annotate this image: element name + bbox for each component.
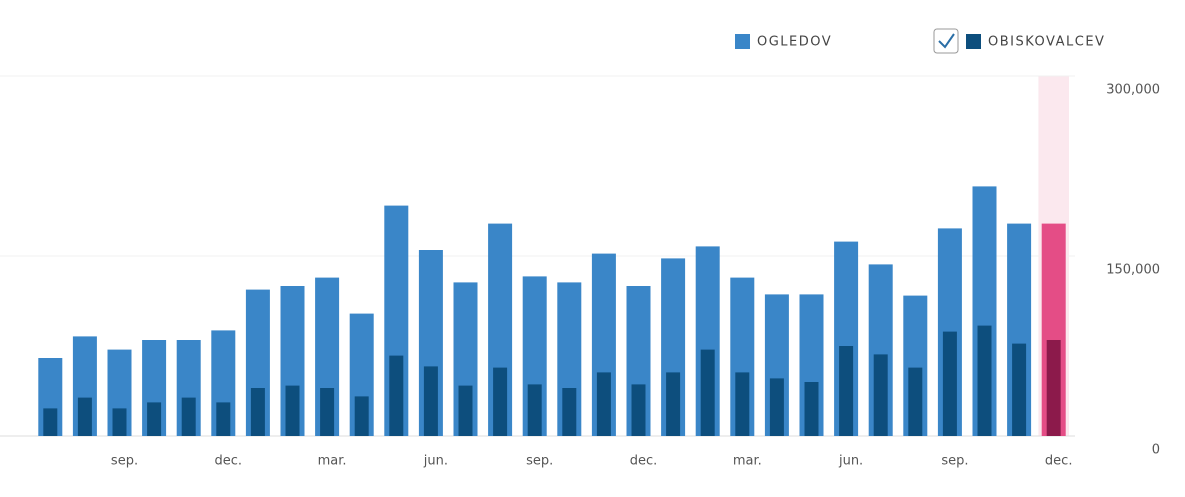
y-tick-label: 300,000 bbox=[1106, 83, 1160, 98]
bar bbox=[631, 384, 646, 436]
x-tick-label: jun. bbox=[838, 454, 863, 469]
bar bbox=[147, 402, 162, 436]
x-tick-label: jun. bbox=[423, 454, 448, 469]
bar bbox=[700, 349, 715, 436]
bar bbox=[942, 331, 957, 436]
bar bbox=[181, 397, 196, 436]
checkbox[interactable] bbox=[933, 28, 959, 54]
bar bbox=[839, 346, 854, 436]
bar bbox=[77, 397, 92, 436]
bar bbox=[493, 367, 508, 436]
bar bbox=[908, 367, 923, 436]
bar bbox=[804, 382, 819, 436]
x-tick-label: sep. bbox=[111, 454, 138, 469]
x-tick-label: sep. bbox=[941, 454, 968, 469]
legend-swatch bbox=[966, 34, 981, 49]
legend-label: OGLEDOV bbox=[757, 35, 832, 50]
bar bbox=[735, 372, 750, 436]
x-tick-label: dec. bbox=[1045, 454, 1073, 469]
bar bbox=[423, 366, 438, 436]
bar bbox=[873, 354, 888, 436]
y-tick-label: 0 bbox=[1152, 443, 1160, 458]
bar bbox=[389, 355, 404, 436]
bar bbox=[216, 402, 231, 436]
y-tick-label: 150,000 bbox=[1106, 263, 1160, 278]
x-tick-label: sep. bbox=[526, 454, 553, 469]
bar bbox=[666, 372, 681, 436]
bar bbox=[1012, 343, 1027, 436]
bar bbox=[977, 325, 992, 436]
bar bbox=[285, 385, 300, 436]
bar bbox=[43, 408, 58, 436]
bar bbox=[112, 408, 127, 436]
x-tick-label: dec. bbox=[630, 454, 658, 469]
legend-label: OBISKOVALCEV bbox=[988, 35, 1105, 50]
bar bbox=[1046, 340, 1061, 436]
bar bbox=[596, 372, 611, 436]
x-tick-label: mar. bbox=[318, 454, 347, 469]
bar bbox=[320, 388, 335, 436]
bar bbox=[354, 396, 369, 436]
legend-swatch bbox=[735, 34, 750, 49]
bar bbox=[527, 384, 542, 436]
x-tick-label: mar. bbox=[733, 454, 762, 469]
bar bbox=[250, 388, 265, 436]
bar bbox=[769, 378, 784, 436]
checkmark bbox=[938, 33, 955, 49]
bar bbox=[458, 385, 473, 436]
x-tick-label: dec. bbox=[215, 454, 243, 469]
bar bbox=[562, 388, 577, 436]
